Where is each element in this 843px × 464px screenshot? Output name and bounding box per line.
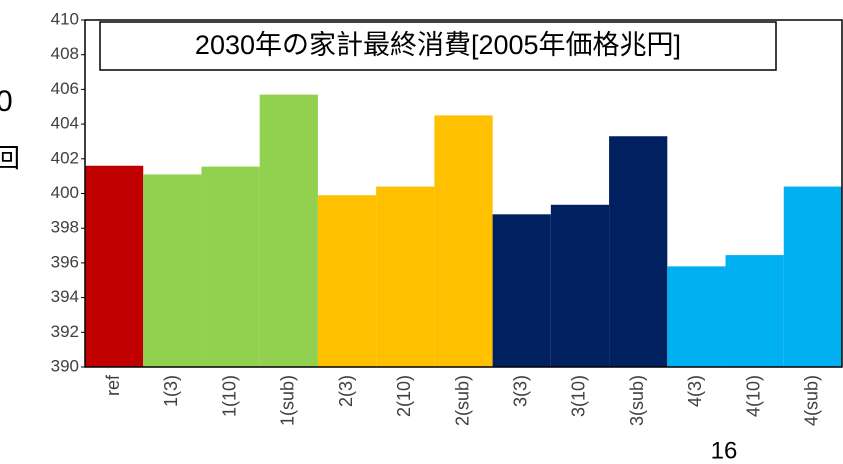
plot-frame xyxy=(84,19,843,368)
y-tick-label: 394 xyxy=(51,287,79,306)
y-tick-label: 392 xyxy=(51,322,79,341)
chart-title: 2030年の家計最終消費[2005年価格兆円] xyxy=(195,30,681,60)
bar xyxy=(725,255,784,367)
x-tick-label: 3(10) xyxy=(569,375,589,417)
bar xyxy=(259,94,318,367)
y-tick-label: 390 xyxy=(51,356,79,375)
y-tick-label: 396 xyxy=(51,252,79,271)
bar xyxy=(609,136,668,367)
cut-text: 回 xyxy=(0,143,20,173)
y-tick-label: 408 xyxy=(51,44,79,63)
x-tick-label: 4(3) xyxy=(685,375,705,407)
title-box xyxy=(99,21,777,71)
x-tick-label: 4(sub) xyxy=(802,375,822,426)
y-tick-label: 404 xyxy=(51,114,79,133)
bar xyxy=(317,195,377,367)
x-tick-label: 1(3) xyxy=(161,375,181,407)
x-tick-label: 2(10) xyxy=(394,375,414,417)
x-tick-label: 3(sub) xyxy=(627,375,647,426)
bar xyxy=(201,166,260,367)
bar xyxy=(550,204,610,367)
cut-text: 0 xyxy=(0,85,13,118)
x-tick-label: 4(10) xyxy=(743,375,763,417)
page-number: 16 xyxy=(711,437,738,464)
y-tick-label: 398 xyxy=(51,218,79,237)
x-tick-label: ref xyxy=(103,374,123,396)
y-tick-label: 400 xyxy=(51,183,79,202)
bar xyxy=(143,174,202,367)
x-tick-label: 3(3) xyxy=(510,375,530,407)
y-tick-label: 410 xyxy=(51,9,79,28)
x-tick-label: 1(10) xyxy=(219,375,239,417)
y-tick-label: 406 xyxy=(51,79,79,98)
bar xyxy=(667,266,726,367)
x-tick-label: 1(sub) xyxy=(278,375,298,426)
bar xyxy=(783,186,842,367)
bar xyxy=(85,165,144,367)
x-tick-label: 2(sub) xyxy=(452,375,472,426)
y-tick-label: 402 xyxy=(51,148,79,167)
bar xyxy=(434,115,493,367)
bar xyxy=(492,214,551,367)
bar xyxy=(376,186,435,367)
x-tick-label: 2(3) xyxy=(336,375,356,407)
